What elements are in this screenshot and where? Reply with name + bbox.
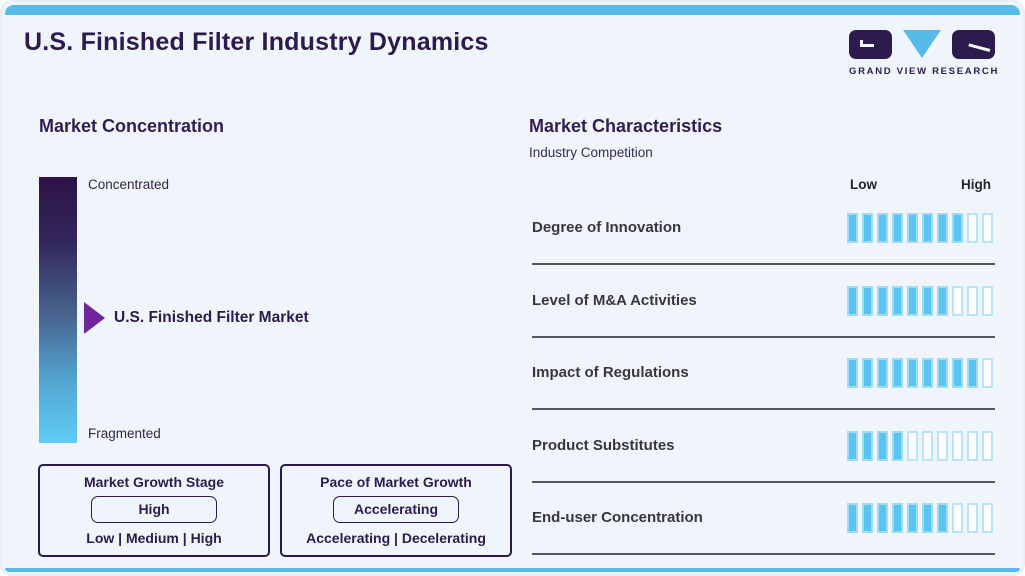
tick-filled (862, 285, 873, 316)
scale-header-high: High (961, 177, 991, 192)
market-position-arrow-icon (84, 302, 105, 334)
pace-value: Accelerating (333, 496, 459, 523)
bottom-accent-bar (5, 568, 1020, 572)
market-concentration-heading: Market Concentration (39, 116, 225, 136)
tick-filled (937, 212, 948, 243)
tick-filled (937, 357, 948, 388)
tick-filled (892, 212, 903, 243)
tick-filled (922, 285, 933, 316)
characteristic-row: End-user Concentration (532, 482, 995, 555)
tick-filled (952, 212, 963, 243)
tick-empty (982, 502, 993, 533)
tick-filled (892, 357, 903, 388)
logo-r-detail (968, 43, 991, 52)
tick-filled (847, 357, 858, 388)
scale-label-fragmented: Fragmented (88, 426, 161, 441)
tick-empty (952, 502, 963, 533)
tick-filled (877, 430, 888, 461)
characteristic-label: Product Substitutes (532, 437, 675, 454)
tick-filled (877, 285, 888, 316)
tick-empty (967, 212, 978, 243)
logo-g-icon (849, 30, 892, 59)
logo-glyphs (849, 30, 995, 59)
characteristic-row: Degree of Innovation (532, 192, 995, 265)
tick-empty (982, 285, 993, 316)
tick-empty (952, 430, 963, 461)
brand-name: GRAND VIEW RESEARCH (849, 66, 1000, 77)
tick-empty (907, 430, 918, 461)
tick-filled (907, 285, 918, 316)
characteristic-row: Level of M&A Activities (532, 265, 995, 338)
tick-filled (862, 430, 873, 461)
characteristic-row: Impact of Regulations (532, 337, 995, 410)
tick-filled (937, 285, 948, 316)
tick-filled (907, 502, 918, 533)
tick-filled (892, 430, 903, 461)
characteristic-label: Level of M&A Activities (532, 292, 697, 309)
page-title: U.S. Finished Filter Industry Dynamics (24, 28, 489, 56)
tick-filled (862, 502, 873, 533)
market-position-label: U.S. Finished Filter Market (114, 309, 309, 326)
growth-stage-value: High (91, 496, 217, 523)
tick-filled (847, 502, 858, 533)
rating-ticks (847, 430, 993, 461)
tick-filled (907, 357, 918, 388)
logo-r-icon (952, 30, 995, 59)
market-growth-stage-box: Market Growth Stage High Low | Medium | … (38, 464, 270, 557)
rating-ticks (847, 357, 993, 388)
characteristic-row: Product Substitutes (532, 410, 995, 483)
industry-competition-subheading: Industry Competition (529, 145, 653, 160)
tick-filled (922, 357, 933, 388)
logo-g-detail (860, 40, 863, 46)
logo-v-icon (903, 30, 941, 58)
logo-g-detail (860, 44, 874, 47)
tick-filled (967, 357, 978, 388)
tick-filled (892, 285, 903, 316)
growth-stage-options: Low | Medium | High (86, 530, 222, 546)
tick-filled (847, 430, 858, 461)
pace-options: Accelerating | Decelerating (306, 530, 486, 546)
tick-filled (847, 212, 858, 243)
scale-header-low: Low (850, 177, 877, 192)
pace-of-growth-box: Pace of Market Growth Accelerating Accel… (280, 464, 512, 557)
concentration-gradient-bar (39, 177, 77, 443)
brand-logo: GRAND VIEW RESEARCH (849, 30, 1000, 77)
scale-label-concentrated: Concentrated (88, 177, 170, 192)
tick-empty (952, 285, 963, 316)
characteristic-label: Impact of Regulations (532, 364, 689, 381)
rating-ticks (847, 502, 993, 533)
tick-filled (862, 212, 873, 243)
tick-filled (922, 502, 933, 533)
top-accent-bar (5, 5, 1020, 15)
growth-stage-title: Market Growth Stage (83, 474, 225, 490)
market-characteristics-heading: Market Characteristics (529, 116, 723, 136)
tick-empty (982, 430, 993, 461)
tick-empty (922, 430, 933, 461)
tick-filled (922, 212, 933, 243)
tick-empty (967, 502, 978, 533)
tick-empty (982, 357, 993, 388)
tick-empty (967, 285, 978, 316)
rating-ticks (847, 212, 993, 243)
tick-filled (952, 357, 963, 388)
tick-empty (967, 430, 978, 461)
tick-filled (877, 502, 888, 533)
tick-filled (877, 212, 888, 243)
tick-filled (907, 212, 918, 243)
pace-title: Pace of Market Growth (320, 474, 472, 490)
tick-empty (937, 430, 948, 461)
tick-filled (862, 357, 873, 388)
tick-filled (937, 502, 948, 533)
tick-filled (877, 357, 888, 388)
characteristic-label: End-user Concentration (532, 509, 703, 526)
tick-filled (847, 285, 858, 316)
tick-empty (982, 212, 993, 243)
rating-ticks (847, 285, 993, 316)
tick-filled (892, 502, 903, 533)
characteristic-label: Degree of Innovation (532, 219, 682, 236)
